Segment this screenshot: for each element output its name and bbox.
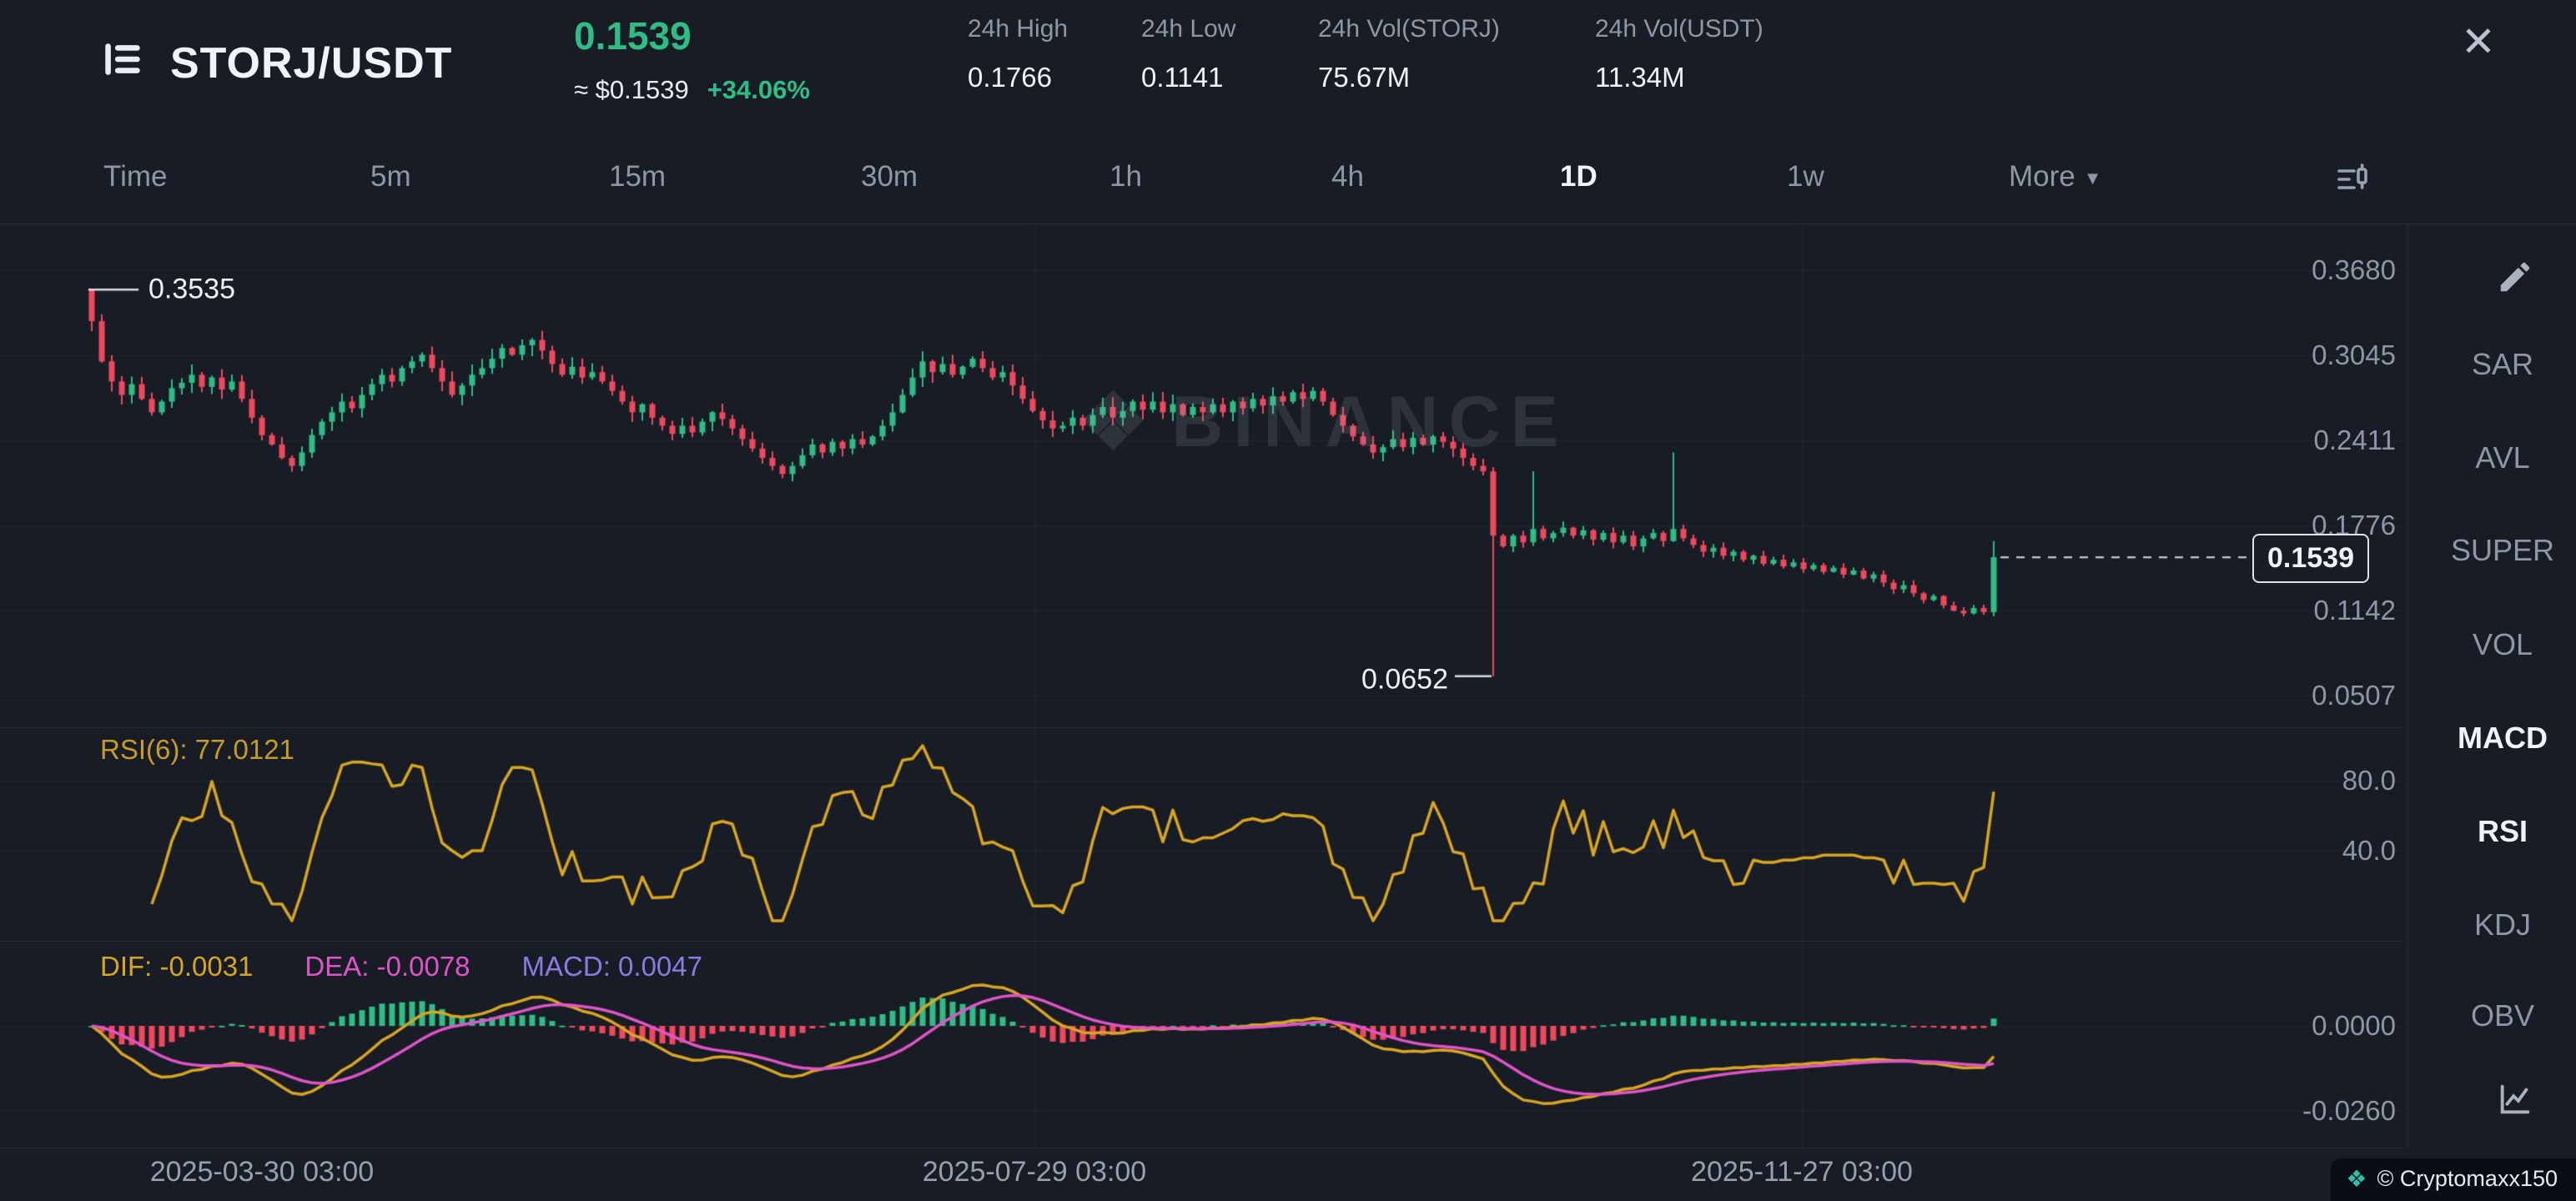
tab-time[interactable]: Time [103, 160, 168, 193]
time-axis-label: 2025-03-30 03:00 [149, 1156, 375, 1188]
tab-15m[interactable]: 15m [609, 160, 667, 193]
price-axis-label: 0.3680 [2312, 254, 2396, 285]
dif-value-label: DIF: -0.0031 [100, 951, 254, 982]
tab-1w[interactable]: 1w [1787, 160, 1824, 193]
stat-value: 11.34M [1595, 62, 1685, 93]
attribution-badge: ❖ © Cryptomaxx150 [2331, 1158, 2576, 1201]
stat-label: 24h Vol(USDT) [1595, 15, 1763, 43]
stat-24h-vol-usdt-: 24h Vol(USDT) 11.34M [1595, 15, 1763, 93]
macd-axis-label: -0.0260 [2302, 1095, 2396, 1126]
current-price-badge: 0.1539 [2252, 534, 2369, 584]
sidebar-item-sar[interactable]: SAR [2471, 347, 2534, 381]
draw-tool-icon[interactable] [2491, 257, 2539, 299]
macd-axis-label: 0.0000 [2312, 1010, 2396, 1041]
close-button[interactable]: ✕ [2456, 20, 2501, 63]
timeframe-tabs: More ▼ Time 5m 15m 30m 1h 4h 1D 1w [0, 157, 2402, 210]
rsi-value-label: RSI(6): 77.0121 [100, 734, 294, 765]
rsi-axis-label: 80.0 [2342, 765, 2396, 796]
stat-24h-low: 24h Low 0.1141 [1141, 15, 1235, 93]
stat-value: 0.1766 [968, 62, 1052, 93]
diamond-icon: ❖ [2346, 1166, 2367, 1192]
attribution-text: © Cryptomaxx150 [2377, 1166, 2558, 1191]
time-axis-label: 2025-07-29 03:00 [922, 1156, 1147, 1188]
tab-more[interactable]: More ▼ [2009, 160, 2102, 193]
stat-value: 0.1141 [1141, 62, 1224, 93]
high-annotation: 0.3535 [148, 273, 235, 305]
tab-1d[interactable]: 1D [1560, 160, 1597, 193]
price-axis-label: 0.2411 [2313, 424, 2396, 455]
price-axis-label: 0.1142 [2313, 594, 2396, 626]
tab-1h[interactable]: 1h [1109, 160, 1142, 193]
chart-settings-icon[interactable] [2327, 158, 2377, 203]
fiat-price: ≈ $0.1539 [574, 75, 689, 104]
macd-value-labels: DIF: -0.0031 DEA: -0.0078 MACD: 0.0047 [100, 951, 702, 982]
change-percent: +34.06% [707, 75, 810, 104]
sidebar-item-super[interactable]: SUPER [2450, 533, 2555, 567]
sidebar-item-vol[interactable]: VOL [2472, 627, 2533, 661]
stat-24h-high: 24h High 0.1766 [968, 15, 1068, 93]
sidebar-item-rsi[interactable]: RSI [2477, 814, 2528, 848]
price-axis-label: 0.0507 [2312, 680, 2396, 711]
stat-value: 75.67M [1318, 62, 1411, 93]
stat-label: 24h Vol(STORJ) [1318, 15, 1500, 43]
more-label: More [2009, 160, 2075, 193]
chevron-down-icon: ▼ [2083, 167, 2102, 188]
sidebar-item-macd[interactable]: MACD [2458, 721, 2548, 755]
sidebar-item-obv[interactable]: OBV [2470, 998, 2535, 1033]
low-annotation: 0.0652 [1361, 663, 1448, 696]
pair-title: STORJ/USDT [170, 39, 453, 88]
time-axis-label: 2025-11-27 03:00 [1691, 1156, 1913, 1188]
rsi-axis-label: 40.0 [2342, 835, 2396, 866]
dea-value-label: DEA: -0.0078 [304, 951, 470, 982]
stat-label: 24h Low [1141, 15, 1236, 43]
price-sub-row: ≈ $0.1539 +34.06% [574, 75, 810, 105]
chart-stats-icon[interactable] [2491, 1079, 2539, 1122]
price-axis-label: 0.3045 [2312, 339, 2396, 371]
exchange-logo-icon [105, 43, 140, 75]
sidebar-item-avl[interactable]: AVL [2475, 440, 2530, 475]
last-price: 0.1539 [574, 14, 692, 58]
tab-4h[interactable]: 4h [1331, 160, 1364, 193]
stat-24h-vol-storj-: 24h Vol(STORJ) 75.67M [1318, 15, 1500, 93]
tab-30m[interactable]: 30m [861, 160, 918, 193]
macd-hist-value-label: MACD: 0.0047 [521, 951, 702, 982]
stat-label: 24h High [968, 15, 1069, 43]
sidebar-item-kdj[interactable]: KDJ [2473, 907, 2531, 942]
tab-5m[interactable]: 5m [370, 160, 411, 193]
